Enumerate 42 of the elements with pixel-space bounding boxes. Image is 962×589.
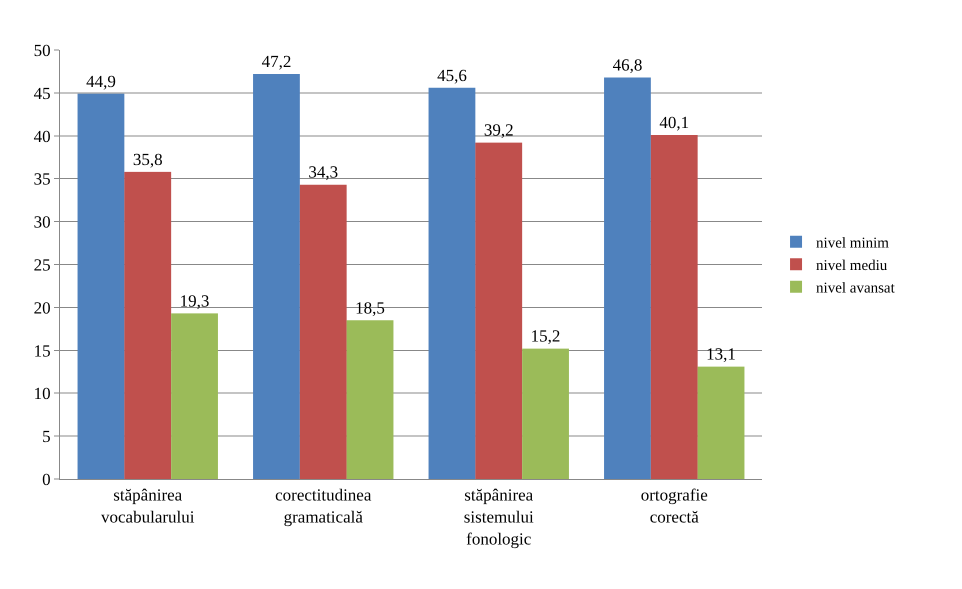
data-label: 35,8: [132, 150, 163, 169]
bar: [124, 172, 172, 479]
bar: [604, 77, 651, 479]
bar: [428, 88, 476, 479]
bar: [650, 134, 698, 479]
y-tick-label: 50: [34, 40, 51, 60]
data-label: 18,5: [355, 298, 385, 318]
y-tick-label: 30: [34, 212, 51, 232]
bar: [171, 313, 218, 479]
y-tick-label: 40: [34, 126, 51, 146]
x-tick-label: stăpânirea sistemului fonologic: [464, 485, 534, 549]
y-tick-label: 0: [42, 470, 51, 489]
y-tick-label: 10: [34, 384, 51, 404]
data-label: 15,2: [530, 326, 560, 346]
data-label: 34,3: [308, 162, 338, 182]
x-tick-label: stăpânirea vocabularului: [101, 485, 195, 526]
legend-label: nivel mediu: [816, 258, 888, 274]
y-tick-label: 45: [34, 84, 51, 103]
y-tick-label: 15: [34, 341, 51, 360]
y-tick-label: 5: [42, 427, 51, 446]
x-tick-label: corectitudinea gramaticală: [275, 485, 372, 526]
legend-label: nivel avansat: [816, 280, 896, 297]
bar: [346, 320, 394, 479]
y-tick-label: 25: [34, 255, 51, 274]
bar: [300, 184, 347, 479]
data-label: 45,6: [437, 66, 467, 85]
y-tick-label: 35: [34, 170, 51, 189]
bar: [253, 74, 300, 479]
data-label: 19,3: [180, 291, 210, 310]
data-label: 39,2: [484, 120, 514, 140]
bar: [78, 94, 124, 479]
x-tick-label: ortografie corectă: [640, 485, 708, 526]
data-label: 47,2: [262, 52, 292, 72]
bar: [475, 142, 522, 479]
data-label: 40,1: [659, 112, 690, 132]
data-label: 13,1: [706, 344, 736, 364]
y-tick-label: 20: [34, 298, 51, 318]
data-label: 44,9: [86, 72, 116, 91]
bar: [698, 366, 744, 479]
data-label: 46,8: [612, 55, 642, 74]
legend-label: nivel minim: [816, 236, 890, 252]
bar: [522, 348, 569, 479]
